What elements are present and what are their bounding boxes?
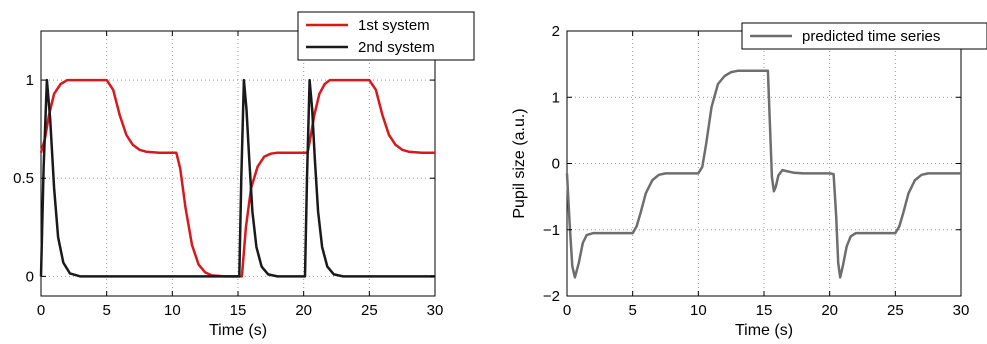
x-tick-label: 20 <box>295 302 312 319</box>
legend-label: 1st system <box>358 17 430 34</box>
y-tick-label: −1 <box>543 222 560 239</box>
legend-left: 1st system 2nd system <box>297 11 475 61</box>
series-line-2 <box>39 78 435 278</box>
x-tick-label: 0 <box>563 302 571 319</box>
axes-left: 0 5 10 15 20 25 30 0 0.5 1 <box>13 31 443 319</box>
x-tick-label: 0 <box>37 302 45 319</box>
series-line-1 <box>565 69 961 279</box>
legend-box <box>297 11 475 61</box>
axes-right: 0 5 10 15 20 25 30 −2 −1 0 1 2 <box>543 23 969 319</box>
x-tick-label: 15 <box>756 302 773 319</box>
x-tick-label: 5 <box>628 302 636 319</box>
legend-right: predicted time series <box>741 22 987 50</box>
x-axis-label-right: Time (s) <box>735 322 793 339</box>
x-tick-label: 15 <box>230 302 247 319</box>
x-tick-label: 20 <box>821 302 838 319</box>
y-tick-label: 0.5 <box>13 170 34 187</box>
legend-label: predicted time series <box>802 28 940 45</box>
series-line-1 <box>39 78 435 278</box>
x-tick-label: 25 <box>361 302 378 319</box>
y-tick-label: 1 <box>552 89 560 106</box>
y-tick-label: −2 <box>543 288 560 305</box>
x-axis-label-left: Time (s) <box>209 322 267 339</box>
y-tick-label: 0 <box>552 156 560 173</box>
x-tick-label: 25 <box>887 302 904 319</box>
x-tick-label: 30 <box>427 302 444 319</box>
x-tick-label: 30 <box>953 302 970 319</box>
x-tick-label: 10 <box>164 302 181 319</box>
y-tick-label: 1 <box>26 72 34 89</box>
grid-right <box>567 31 961 296</box>
y-tick-label: 0 <box>26 268 34 285</box>
x-tick-label: 5 <box>102 302 110 319</box>
chart-right: 0 5 10 15 20 25 30 −2 −1 0 1 2 Time (s) Pupil size … <box>511 22 987 339</box>
y-axis-label-right: Pupil size (a.u.) <box>511 108 528 218</box>
legend-label: 2nd system <box>358 39 435 56</box>
x-tick-label: 10 <box>690 302 707 319</box>
y-tick-label: 2 <box>552 23 560 40</box>
chart-left: 0 5 10 15 20 25 30 0 0.5 1 Time (s) 1st system 2nd… <box>13 11 475 339</box>
series-group-left <box>39 78 435 278</box>
series-group-right <box>565 69 961 279</box>
